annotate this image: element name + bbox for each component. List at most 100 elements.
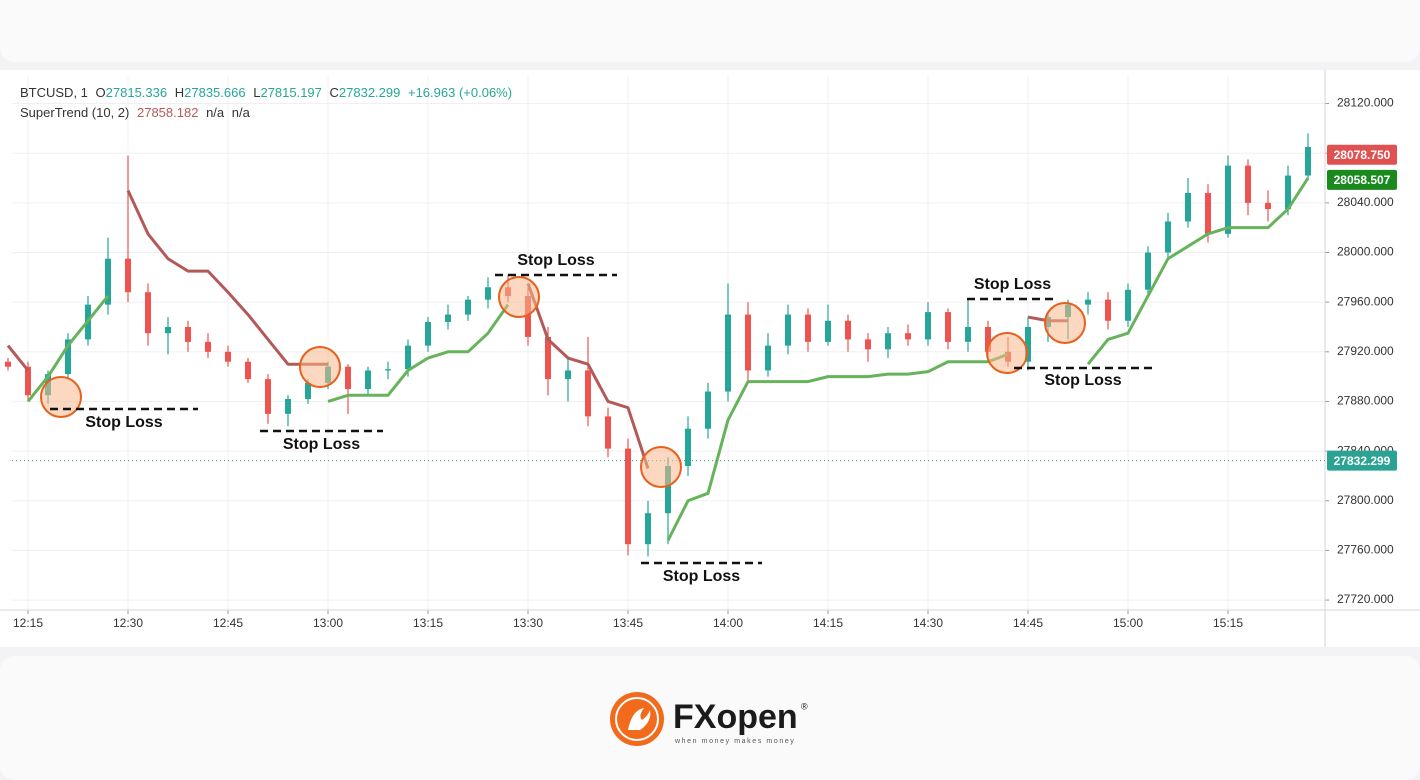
highlight-circle (986, 332, 1028, 374)
highlight-circles (40, 276, 1086, 488)
candle-body (305, 382, 311, 399)
x-tick-label: 14:45 (1013, 616, 1043, 630)
candle-body (865, 339, 871, 350)
candle-body (365, 370, 371, 390)
candle-body (625, 448, 631, 545)
x-tick-label: 12:15 (13, 616, 43, 630)
x-tick-label: 15:00 (1113, 616, 1143, 630)
y-tick-label: 27920.000 (1337, 344, 1394, 358)
candle-body (1285, 175, 1291, 210)
x-tick-label: 14:15 (813, 616, 843, 630)
candle-body (1185, 192, 1191, 222)
ohlc-label: C (330, 85, 339, 100)
candle-body (385, 369, 391, 371)
candle-body (725, 314, 731, 392)
highlight-circle (498, 276, 540, 318)
candle-body (645, 513, 651, 545)
y-tick-label: 27800.000 (1337, 493, 1394, 507)
stop-loss-label: Stop Loss (1044, 372, 1121, 389)
candle-body (965, 326, 971, 342)
candle-body (845, 320, 851, 340)
header-line-1: BTCUSD, 1 O27815.336 H27835.666 L27815.1… (20, 85, 512, 100)
candle-body (585, 370, 591, 417)
y-tick-label: 28040.000 (1337, 195, 1394, 209)
candle-body (745, 314, 751, 371)
ohlc-value: 27815.336 (106, 85, 167, 100)
brand: FXopen (673, 698, 798, 736)
y-tick-label: 28120.000 (1337, 96, 1394, 110)
highlight-circle (299, 346, 341, 388)
candle-body (265, 379, 271, 414)
ohlc-value: 27832.299 (339, 85, 400, 100)
supertrend-line (6, 189, 1068, 469)
overlay: 27720.00027760.00027800.00027840.0002788… (13, 96, 1397, 630)
y-tick-label: 28000.000 (1337, 245, 1394, 259)
candle-body (1125, 289, 1131, 321)
stop-loss-label: Stop Loss (517, 252, 594, 269)
price-marker-label: 28058.507 (1334, 173, 1391, 187)
candle-body (925, 312, 931, 340)
candle-body (945, 312, 951, 342)
candle-body (785, 314, 791, 346)
candle-body (5, 361, 11, 367)
ohlc-value: 27835.666 (184, 85, 245, 100)
indicator-extra: n/a (206, 105, 225, 120)
tagline: when money makes money (674, 738, 795, 745)
candle-body (165, 326, 171, 334)
candle-body (905, 333, 911, 340)
logo-ring (615, 697, 659, 741)
stop-loss-label: Stop Loss (85, 414, 162, 431)
candle-body (1165, 221, 1171, 253)
candle-body (445, 314, 451, 323)
candle-body (285, 398, 291, 414)
supertrend-line (26, 177, 1310, 542)
candle-body (885, 333, 891, 350)
highlight-circle (40, 376, 82, 418)
candle-body (1105, 299, 1111, 321)
ohlc-value: 27815.197 (260, 85, 321, 100)
candle-body (245, 361, 251, 380)
x-tick-label: 15:15 (1213, 616, 1243, 630)
x-tick-label: 13:15 (413, 616, 443, 630)
stop-loss-label: Stop Loss (663, 568, 740, 585)
candle-body (525, 295, 531, 337)
candle-body (1265, 202, 1271, 210)
candle-body (545, 336, 551, 380)
x-tick-label: 12:30 (113, 616, 143, 630)
footer-panel (0, 656, 1420, 780)
candle-body (705, 391, 711, 429)
x-tick-label: 12:45 (213, 616, 243, 630)
indicator-name: SuperTrend (10, 2) (20, 105, 129, 120)
candle-body (1245, 165, 1251, 203)
chart-panel (0, 70, 1420, 647)
candle-body (1145, 252, 1151, 290)
stop-loss-label: Stop Loss (283, 436, 360, 453)
top-panel (0, 0, 1420, 62)
candle-body (825, 320, 831, 342)
registered: ® (801, 701, 808, 711)
y-tick-label: 27720.000 (1337, 592, 1394, 606)
ohlc-label: L (253, 85, 260, 100)
candle-body (985, 326, 991, 352)
header-line-2: SuperTrend (10, 2) 27858.182 n/a n/a (20, 105, 251, 120)
candle-body (1085, 299, 1091, 305)
candle-body (485, 287, 491, 300)
stop-loss-label: Stop Loss (974, 276, 1051, 293)
candle-body (205, 341, 211, 352)
candle-body (685, 428, 691, 467)
candle-body (565, 370, 571, 380)
symbol: BTCUSD, 1 (20, 85, 88, 100)
candle-body (185, 326, 191, 342)
y-tick-label: 27960.000 (1337, 294, 1394, 308)
candle-body (405, 345, 411, 370)
candle-body (605, 416, 611, 449)
highlight-circle (1044, 302, 1086, 344)
candle-body (765, 345, 771, 371)
x-tick-label: 14:00 (713, 616, 743, 630)
x-tick-label: 14:30 (913, 616, 943, 630)
candle-body (225, 351, 231, 362)
candle-body (1205, 192, 1211, 234)
price-marker-label: 27832.299 (1334, 454, 1391, 468)
indicator-extra: n/a (232, 105, 251, 120)
